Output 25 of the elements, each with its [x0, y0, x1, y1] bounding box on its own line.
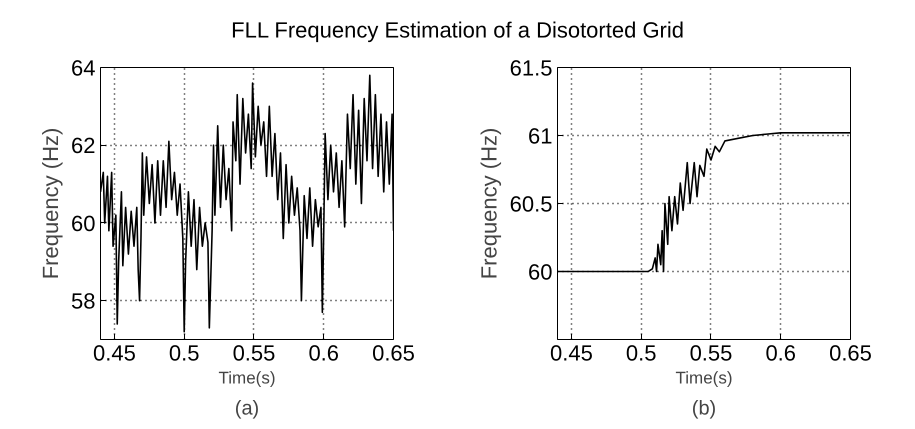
y-tick-label: 60.5 [510, 192, 553, 216]
y-axis-title: Frequency (Hz) [476, 128, 502, 280]
x-tick-label: 0.65 [829, 340, 872, 366]
x-tick-label: 0.55 [232, 340, 276, 366]
y-tick-label: 61 [528, 124, 553, 148]
x-tick-label: 0.6 [308, 340, 340, 366]
x-tick-label: 0.65 [372, 340, 415, 366]
y-axis-title: Frequency (Hz) [38, 128, 64, 280]
x-tick-label: 0.45 [93, 340, 136, 366]
y-tick-label: 60 [528, 260, 553, 284]
x-tick-label: 0.45 [550, 340, 593, 366]
x-tick-label: 0.6 [765, 340, 796, 366]
text: (a) [234, 398, 260, 420]
x-tick-label: 0.55 [690, 340, 732, 366]
y-tick-label: 62 [71, 133, 96, 158]
y-tick-label: 64 [71, 56, 96, 80]
text: FLL Frequency Estimation of a Disotorted Grid [231, 17, 684, 42]
x-tick-label: 0.5 [168, 340, 200, 366]
x-axis-title: Time(s) [218, 368, 276, 388]
y-tick-label: 61.5 [510, 56, 553, 80]
y-tick-label: 58 [71, 288, 96, 314]
y-tick-label: 60 [71, 210, 96, 236]
x-tick-label: 0.5 [626, 340, 657, 366]
x-axis-title: Time(s) [676, 368, 732, 388]
text: (b) [692, 398, 716, 420]
